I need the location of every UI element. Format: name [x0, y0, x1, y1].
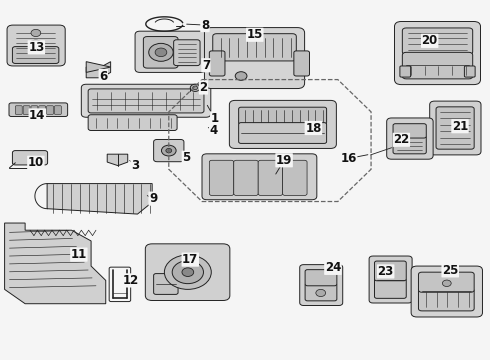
Text: 6: 6: [99, 69, 107, 82]
FancyBboxPatch shape: [418, 272, 474, 292]
FancyBboxPatch shape: [209, 160, 234, 195]
FancyBboxPatch shape: [154, 139, 184, 162]
Text: 13: 13: [28, 41, 45, 54]
Circle shape: [149, 43, 173, 61]
Polygon shape: [107, 154, 128, 166]
FancyBboxPatch shape: [7, 25, 65, 66]
FancyBboxPatch shape: [144, 37, 178, 68]
FancyBboxPatch shape: [229, 100, 336, 148]
FancyBboxPatch shape: [12, 46, 59, 63]
FancyBboxPatch shape: [374, 261, 406, 281]
Text: 9: 9: [149, 192, 157, 205]
FancyBboxPatch shape: [31, 106, 38, 114]
Circle shape: [155, 48, 167, 57]
Text: 8: 8: [201, 19, 209, 32]
Circle shape: [182, 268, 194, 276]
Text: 14: 14: [29, 109, 46, 122]
Text: 21: 21: [452, 120, 468, 133]
Text: 24: 24: [325, 261, 341, 274]
Circle shape: [190, 84, 200, 91]
Circle shape: [166, 148, 171, 153]
Text: 4: 4: [210, 124, 218, 137]
Circle shape: [316, 289, 326, 297]
Circle shape: [172, 261, 203, 284]
FancyBboxPatch shape: [411, 266, 483, 317]
FancyBboxPatch shape: [88, 89, 204, 113]
FancyBboxPatch shape: [47, 106, 53, 114]
Circle shape: [31, 30, 41, 37]
FancyBboxPatch shape: [402, 28, 473, 54]
Text: 10: 10: [28, 156, 44, 169]
Text: 1: 1: [211, 112, 219, 125]
Text: 18: 18: [305, 122, 321, 135]
FancyBboxPatch shape: [393, 136, 426, 154]
FancyBboxPatch shape: [258, 160, 283, 195]
FancyBboxPatch shape: [418, 289, 474, 311]
Text: 7: 7: [202, 59, 210, 72]
FancyBboxPatch shape: [369, 256, 412, 303]
FancyBboxPatch shape: [294, 51, 310, 76]
FancyBboxPatch shape: [154, 274, 178, 294]
FancyBboxPatch shape: [239, 107, 327, 125]
FancyBboxPatch shape: [213, 34, 296, 61]
FancyBboxPatch shape: [402, 52, 473, 79]
Circle shape: [161, 145, 176, 156]
Circle shape: [193, 86, 197, 90]
Text: 11: 11: [71, 248, 87, 261]
FancyBboxPatch shape: [305, 284, 337, 301]
FancyBboxPatch shape: [9, 103, 68, 117]
Text: 23: 23: [378, 265, 394, 278]
FancyBboxPatch shape: [54, 106, 61, 114]
Polygon shape: [86, 62, 111, 78]
FancyBboxPatch shape: [81, 84, 211, 117]
Text: 19: 19: [276, 154, 292, 167]
FancyBboxPatch shape: [300, 265, 343, 306]
Text: 17: 17: [182, 253, 198, 266]
FancyBboxPatch shape: [204, 28, 305, 89]
FancyBboxPatch shape: [239, 123, 327, 143]
Text: 2: 2: [199, 81, 208, 94]
Text: 25: 25: [442, 264, 459, 277]
FancyBboxPatch shape: [465, 66, 475, 77]
FancyBboxPatch shape: [305, 270, 337, 286]
FancyBboxPatch shape: [15, 106, 22, 114]
FancyBboxPatch shape: [209, 51, 225, 76]
FancyBboxPatch shape: [173, 40, 200, 66]
Text: 3: 3: [131, 159, 139, 172]
FancyBboxPatch shape: [88, 115, 177, 131]
FancyBboxPatch shape: [135, 31, 206, 72]
Polygon shape: [86, 62, 111, 72]
Text: 12: 12: [122, 274, 139, 287]
FancyBboxPatch shape: [394, 22, 481, 85]
FancyBboxPatch shape: [202, 154, 317, 200]
FancyBboxPatch shape: [23, 106, 30, 114]
Text: 5: 5: [182, 151, 191, 164]
Polygon shape: [47, 184, 152, 214]
Text: 20: 20: [421, 34, 438, 48]
FancyBboxPatch shape: [436, 107, 474, 149]
Circle shape: [235, 72, 247, 80]
Circle shape: [164, 255, 211, 289]
Polygon shape: [4, 223, 106, 304]
FancyBboxPatch shape: [146, 244, 230, 301]
FancyBboxPatch shape: [39, 106, 46, 114]
Text: 15: 15: [246, 28, 263, 41]
FancyBboxPatch shape: [430, 101, 481, 155]
FancyBboxPatch shape: [374, 279, 406, 298]
Circle shape: [28, 40, 43, 51]
FancyBboxPatch shape: [400, 66, 411, 77]
FancyBboxPatch shape: [234, 160, 258, 195]
Circle shape: [442, 280, 451, 287]
Text: 16: 16: [341, 152, 357, 165]
FancyBboxPatch shape: [387, 118, 433, 159]
FancyBboxPatch shape: [393, 124, 426, 138]
Text: 22: 22: [393, 133, 410, 146]
FancyBboxPatch shape: [12, 150, 48, 165]
FancyBboxPatch shape: [283, 160, 307, 195]
